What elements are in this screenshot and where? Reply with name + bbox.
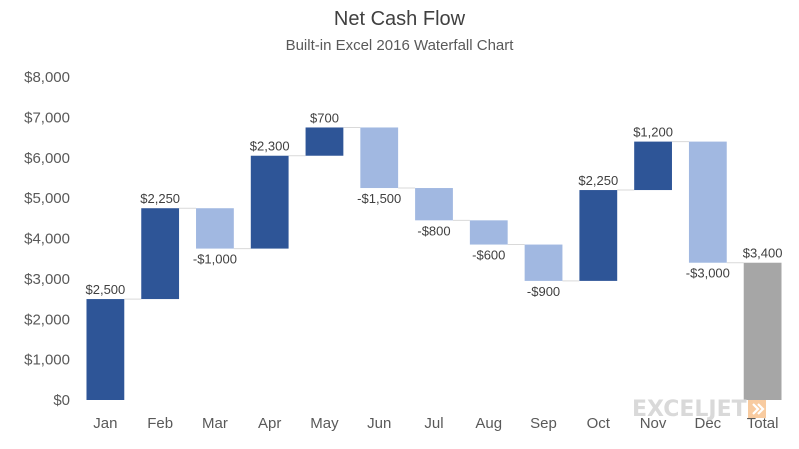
bar <box>305 127 344 156</box>
bar <box>743 262 782 400</box>
data-label: $2,500 <box>86 282 126 297</box>
x-tick-label: Feb <box>147 415 173 432</box>
bar <box>524 244 563 281</box>
y-tick-label: $6,000 <box>24 150 70 167</box>
data-label: -$1,000 <box>193 252 237 267</box>
bar <box>196 208 234 249</box>
data-label: $1,200 <box>633 125 673 140</box>
data-label: -$900 <box>527 284 560 299</box>
exceljet-logo-icon <box>747 400 766 418</box>
data-label: $2,300 <box>250 139 290 154</box>
y-tick-label: $7,000 <box>24 109 70 126</box>
x-tick-label: Mar <box>202 415 228 432</box>
data-label: $2,250 <box>578 173 618 188</box>
y-tick-label: $2,000 <box>24 311 70 328</box>
bar <box>469 220 508 245</box>
y-tick-label: $8,000 <box>24 69 70 86</box>
bar <box>86 299 125 400</box>
x-tick-label: Jun <box>367 415 391 432</box>
y-tick-label: $3,000 <box>24 271 70 288</box>
x-tick-label: Sep <box>530 415 557 432</box>
x-tick-label: Nov <box>640 415 667 432</box>
bar <box>250 155 289 249</box>
x-tick-label: Jul <box>424 415 443 432</box>
x-tick-label: Dec <box>695 415 722 432</box>
data-label: -$1,500 <box>357 191 401 206</box>
data-label: -$800 <box>417 223 450 238</box>
y-tick-label: $5,000 <box>24 190 70 207</box>
data-label: -$3,000 <box>686 266 730 281</box>
x-tick-label: Aug <box>475 415 502 432</box>
chart-subtitle: Built-in Excel 2016 Waterfall Chart <box>285 37 514 54</box>
y-tick-label: $1,000 <box>24 352 70 369</box>
bar <box>360 127 399 189</box>
bar <box>634 141 672 191</box>
y-tick-label: $4,000 <box>24 231 70 248</box>
bar <box>141 208 180 300</box>
watermark-text: EXCELJET <box>632 396 747 422</box>
x-tick-label: Total <box>747 415 779 432</box>
chart-title: Net Cash Flow <box>333 8 466 30</box>
data-label: $700 <box>310 110 339 125</box>
x-tick-label: Apr <box>258 415 281 432</box>
y-tick-label: $0 <box>53 392 70 409</box>
exceljet-watermark: EXCELJET <box>632 396 766 422</box>
bar <box>688 141 727 263</box>
data-label: -$600 <box>472 248 505 263</box>
x-tick-label: Oct <box>587 415 611 432</box>
x-tick-label: May <box>310 415 339 432</box>
data-label: $2,250 <box>140 191 180 206</box>
data-label: $3,400 <box>743 246 783 261</box>
bar <box>579 190 618 281</box>
bar <box>415 188 453 221</box>
x-tick-label: Jan <box>93 415 117 432</box>
